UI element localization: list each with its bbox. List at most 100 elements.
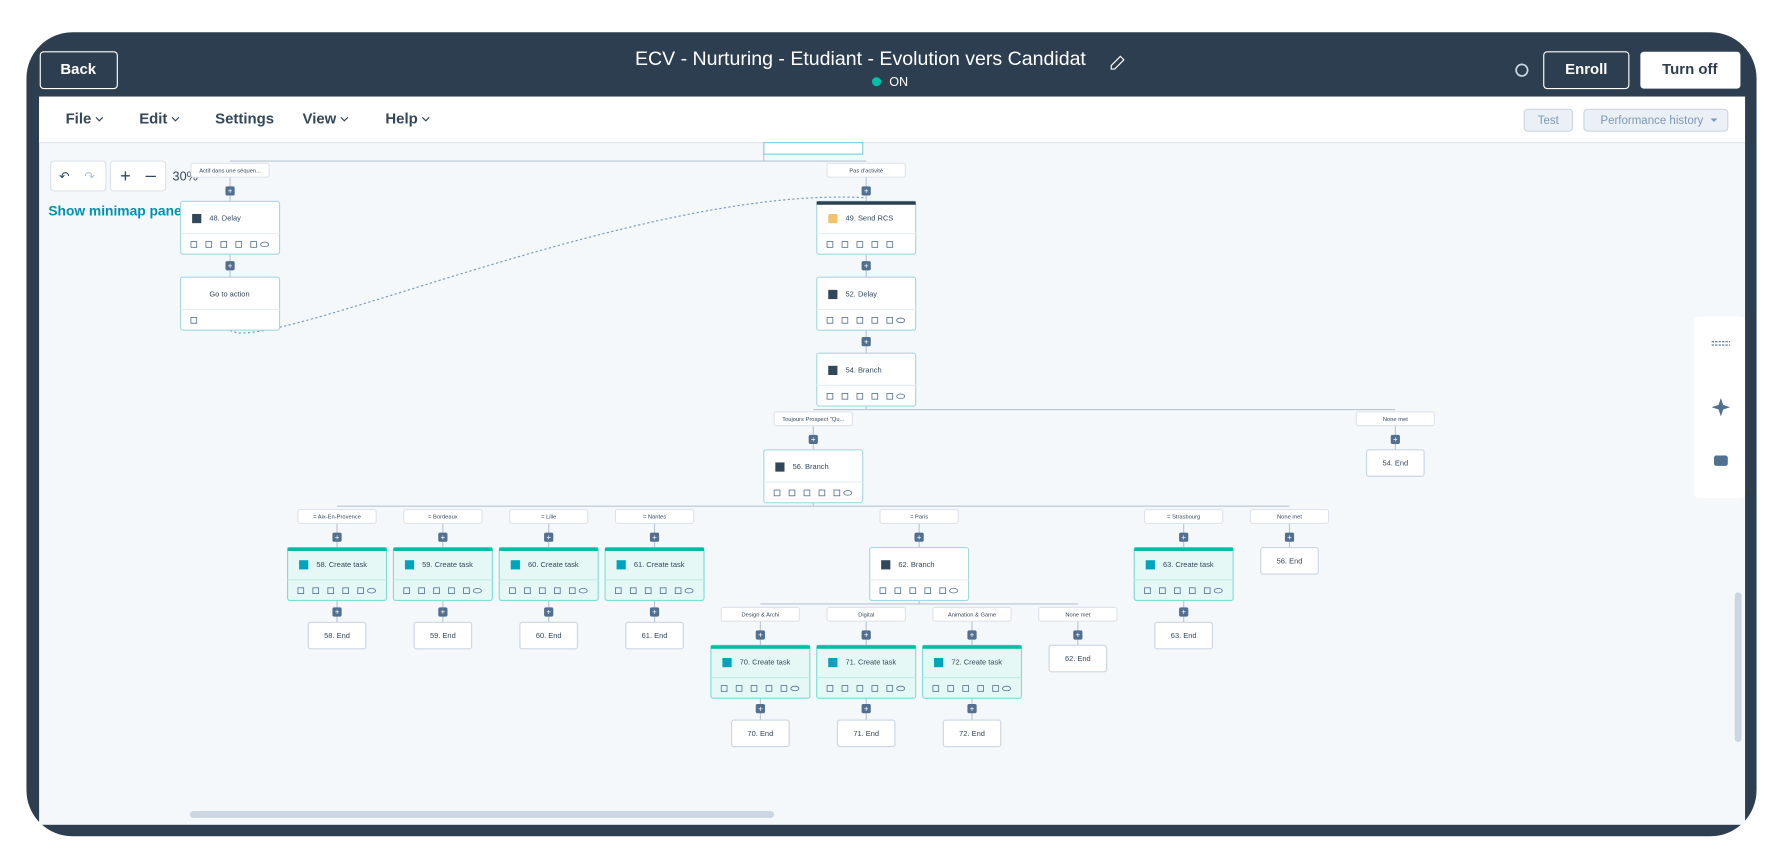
card-tool[interactable] bbox=[841, 393, 849, 400]
card-tool[interactable] bbox=[871, 317, 879, 324]
preview-icon[interactable] bbox=[896, 685, 906, 692]
action-card[interactable] bbox=[816, 352, 917, 407]
card-tool[interactable] bbox=[750, 685, 758, 692]
card-tool[interactable] bbox=[1159, 587, 1166, 594]
add-button[interactable] bbox=[861, 704, 871, 714]
add-button[interactable] bbox=[861, 261, 871, 271]
card-tool[interactable] bbox=[615, 587, 622, 594]
card-tool[interactable] bbox=[357, 587, 364, 594]
card-tool[interactable] bbox=[894, 587, 902, 594]
link-icon[interactable] bbox=[1515, 63, 1529, 77]
action-card[interactable] bbox=[921, 644, 1023, 699]
turn-off-label[interactable]: Turn off bbox=[1662, 61, 1717, 78]
action-card[interactable] bbox=[498, 546, 599, 602]
card-tool[interactable] bbox=[342, 587, 349, 594]
enroll-label[interactable]: Enroll bbox=[1565, 61, 1607, 78]
card-tool[interactable] bbox=[788, 489, 796, 497]
card-tool[interactable] bbox=[433, 587, 440, 594]
preview-icon[interactable] bbox=[1002, 685, 1011, 692]
card-tool[interactable] bbox=[871, 685, 879, 692]
card-tool[interactable] bbox=[644, 587, 652, 594]
add-button[interactable] bbox=[967, 630, 977, 640]
card-tool[interactable] bbox=[977, 685, 984, 692]
add-button[interactable] bbox=[808, 434, 818, 445]
card-tool[interactable] bbox=[939, 587, 946, 594]
card-tool[interactable] bbox=[418, 587, 425, 594]
card-tool[interactable] bbox=[818, 489, 826, 497]
add-button[interactable] bbox=[649, 607, 660, 617]
card-tool[interactable] bbox=[235, 241, 242, 248]
card-tool[interactable] bbox=[1174, 587, 1181, 594]
back-label[interactable]: Back bbox=[60, 61, 96, 78]
add-button[interactable] bbox=[438, 607, 448, 617]
menu-item[interactable]: Settings bbox=[215, 111, 274, 128]
card-tool[interactable] bbox=[856, 685, 864, 692]
card-tool[interactable] bbox=[947, 685, 955, 692]
card-tool[interactable] bbox=[220, 241, 228, 248]
minimap-link[interactable]: Show minimap panel bbox=[48, 203, 185, 218]
card-tool[interactable] bbox=[1144, 587, 1151, 594]
undo[interactable]: ↶ bbox=[59, 169, 70, 183]
card-tool[interactable] bbox=[205, 241, 213, 248]
card-tool[interactable] bbox=[1203, 587, 1211, 594]
card-tool[interactable] bbox=[992, 685, 999, 692]
preview-icon[interactable] bbox=[260, 241, 270, 248]
card-tool[interactable] bbox=[524, 587, 531, 594]
action-card[interactable] bbox=[287, 546, 388, 602]
card-tool[interactable] bbox=[190, 241, 198, 248]
add-button[interactable] bbox=[544, 607, 554, 617]
add-button[interactable] bbox=[1073, 630, 1083, 640]
card-tool[interactable] bbox=[720, 685, 728, 692]
preview-icon[interactable] bbox=[367, 587, 376, 594]
card-tool[interactable] bbox=[841, 241, 849, 248]
action-card[interactable] bbox=[180, 276, 281, 331]
menu-item[interactable]: File bbox=[66, 111, 92, 128]
card-tool[interactable] bbox=[297, 587, 305, 594]
card-tool[interactable] bbox=[879, 587, 887, 594]
card-tool[interactable] bbox=[856, 393, 864, 400]
zoom-out[interactable]: – bbox=[146, 164, 157, 185]
card-tool[interactable] bbox=[932, 685, 940, 692]
action-card[interactable] bbox=[816, 644, 917, 699]
card-tool[interactable] bbox=[554, 587, 561, 594]
card-tool[interactable] bbox=[841, 685, 849, 692]
add-button[interactable] bbox=[332, 532, 342, 542]
menu-item[interactable]: Help bbox=[385, 111, 417, 128]
add-button[interactable] bbox=[861, 186, 871, 196]
card-tool[interactable] bbox=[856, 317, 864, 324]
turn-off-button[interactable] bbox=[1640, 51, 1741, 89]
add-button[interactable] bbox=[1390, 434, 1400, 445]
card-tool[interactable] bbox=[803, 489, 811, 497]
card-tool[interactable] bbox=[886, 317, 894, 324]
preview-icon[interactable] bbox=[684, 587, 694, 594]
card-tool[interactable] bbox=[909, 587, 917, 594]
card-tool[interactable] bbox=[924, 587, 932, 594]
comment-icon[interactable] bbox=[1713, 455, 1728, 466]
preview-icon[interactable] bbox=[790, 685, 800, 692]
card-tool[interactable] bbox=[190, 317, 198, 324]
action-card[interactable] bbox=[392, 546, 493, 602]
add-button[interactable] bbox=[332, 607, 342, 617]
card-tool[interactable] bbox=[403, 587, 410, 594]
card-tool[interactable] bbox=[826, 393, 834, 400]
add-button[interactable] bbox=[225, 186, 235, 196]
card-tool[interactable] bbox=[735, 685, 743, 692]
card-tool[interactable] bbox=[674, 587, 682, 594]
preview-icon[interactable] bbox=[843, 490, 853, 496]
performance-label[interactable]: Performance history bbox=[1600, 115, 1703, 127]
card-tool[interactable] bbox=[826, 241, 834, 248]
action-card[interactable] bbox=[816, 200, 917, 255]
add-button[interactable] bbox=[755, 704, 765, 714]
action-card[interactable] bbox=[710, 644, 811, 699]
card-tool[interactable] bbox=[886, 393, 894, 400]
preview-icon[interactable] bbox=[472, 587, 482, 594]
action-card[interactable] bbox=[604, 546, 705, 602]
add-button[interactable] bbox=[1284, 532, 1295, 542]
card-tool[interactable] bbox=[826, 317, 834, 324]
performance-button[interactable] bbox=[1583, 108, 1729, 132]
card-tool[interactable] bbox=[327, 587, 334, 594]
add-button[interactable] bbox=[544, 532, 554, 542]
card-tool[interactable] bbox=[833, 489, 841, 497]
card-tool[interactable] bbox=[569, 587, 576, 594]
add-button[interactable] bbox=[1179, 607, 1189, 617]
